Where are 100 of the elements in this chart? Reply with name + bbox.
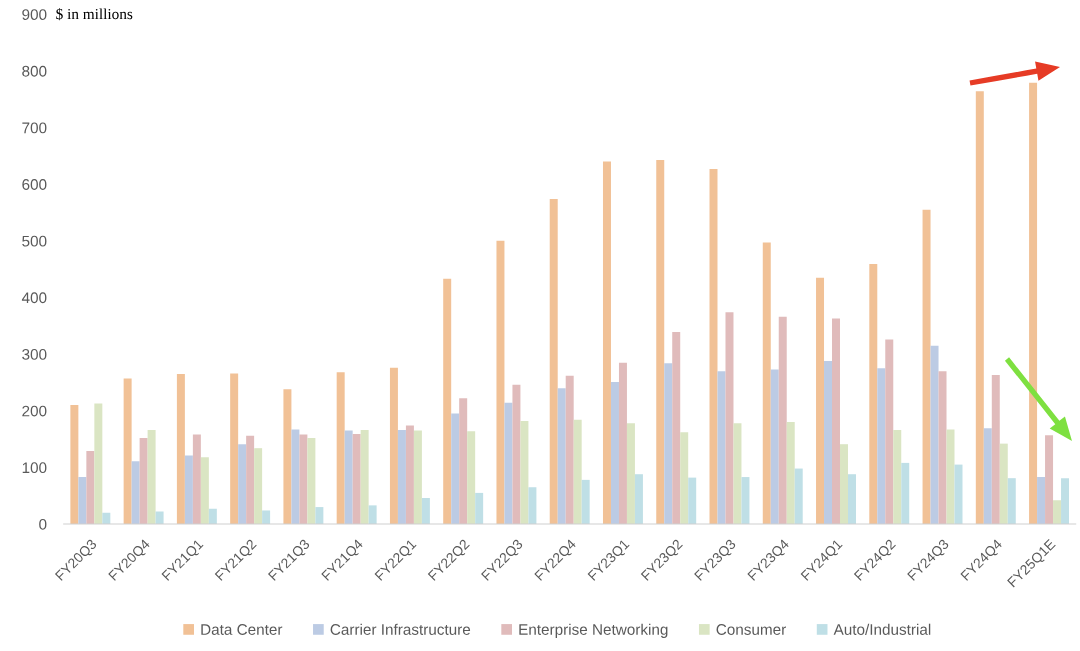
bar (869, 264, 878, 525)
bar (1007, 478, 1016, 525)
bar (626, 423, 635, 525)
bar (504, 402, 513, 525)
legend-label: Carrier Infrastructure (330, 623, 471, 635)
bar (1029, 82, 1038, 525)
bar (208, 508, 217, 525)
y-tick-label: 500 (22, 235, 47, 247)
bar (565, 375, 574, 525)
bar (184, 455, 193, 525)
legend-label: Enterprise Networking (519, 623, 668, 638)
bar (946, 429, 955, 525)
bar (954, 464, 963, 525)
bar (741, 477, 750, 525)
bar (496, 240, 505, 525)
bar (634, 474, 643, 525)
bar (975, 91, 984, 525)
bar (717, 371, 726, 525)
bar (999, 443, 1008, 525)
y-tick-label: 900 (22, 9, 47, 21)
bar (94, 403, 103, 525)
legend-label: Auto/Industrial (833, 623, 931, 635)
bar (1037, 477, 1046, 525)
bar (770, 369, 779, 525)
bar (299, 434, 308, 525)
bar (230, 373, 239, 525)
bar (520, 420, 529, 525)
bar (725, 312, 734, 525)
bar (397, 430, 406, 525)
bar (467, 431, 476, 525)
bar (672, 332, 681, 525)
bar (352, 434, 361, 525)
bar (246, 435, 255, 525)
bar (147, 430, 156, 525)
bar (557, 388, 566, 525)
y-tick-label: 600 (22, 179, 47, 190)
bar (991, 375, 1000, 525)
bar (983, 428, 992, 525)
bar (443, 278, 452, 525)
bar (254, 448, 263, 525)
bar (200, 457, 209, 525)
bar (360, 430, 369, 525)
y-tick-label: 200 (22, 405, 47, 417)
bar (816, 277, 825, 525)
y-tick-label: 100 (22, 462, 47, 474)
bar (291, 429, 300, 525)
y-tick-label: 400 (21, 292, 47, 304)
y-tick-label: 800 (22, 65, 47, 77)
bar (885, 339, 894, 525)
bar (475, 492, 484, 525)
bar (832, 318, 840, 525)
bar (78, 477, 87, 525)
bar (581, 479, 590, 525)
bar (901, 462, 910, 525)
bar (86, 450, 95, 525)
bar (1061, 478, 1070, 525)
bar (847, 474, 856, 525)
bar (618, 362, 627, 525)
bar (176, 373, 185, 525)
bar (778, 316, 787, 525)
bar (1045, 435, 1054, 525)
bar (389, 367, 398, 525)
bar (413, 430, 422, 525)
bar (664, 363, 673, 525)
bar (733, 423, 742, 525)
bar (70, 405, 79, 525)
y-tick-label: 300 (22, 349, 47, 360)
bar (680, 432, 689, 525)
bar (922, 209, 931, 525)
bar (930, 345, 939, 525)
bar (573, 419, 582, 525)
bar (139, 437, 148, 525)
bar (528, 487, 537, 525)
bar (602, 161, 611, 525)
bar (549, 198, 558, 525)
bar (688, 477, 697, 525)
bar (794, 468, 803, 525)
bar (1053, 500, 1062, 525)
bar (786, 422, 795, 525)
bar (238, 444, 247, 525)
bar (192, 434, 201, 525)
legend-label: Data Center (201, 624, 283, 635)
bar (610, 381, 619, 525)
bar (315, 507, 324, 525)
bar (307, 437, 316, 525)
bar (762, 242, 771, 525)
y-tick-label: 0 (39, 518, 47, 530)
bar (451, 413, 460, 525)
bar (459, 398, 468, 525)
bar (938, 371, 947, 525)
legend-label: Consumer (716, 624, 786, 635)
bar (123, 378, 132, 525)
bar (656, 159, 665, 525)
y-axis-title: $ in millions (56, 7, 133, 21)
bar (368, 505, 377, 525)
y-tick-label: 700 (22, 122, 47, 134)
bar (336, 372, 345, 525)
bar (344, 430, 353, 525)
bar (405, 425, 414, 525)
bar (131, 461, 140, 525)
